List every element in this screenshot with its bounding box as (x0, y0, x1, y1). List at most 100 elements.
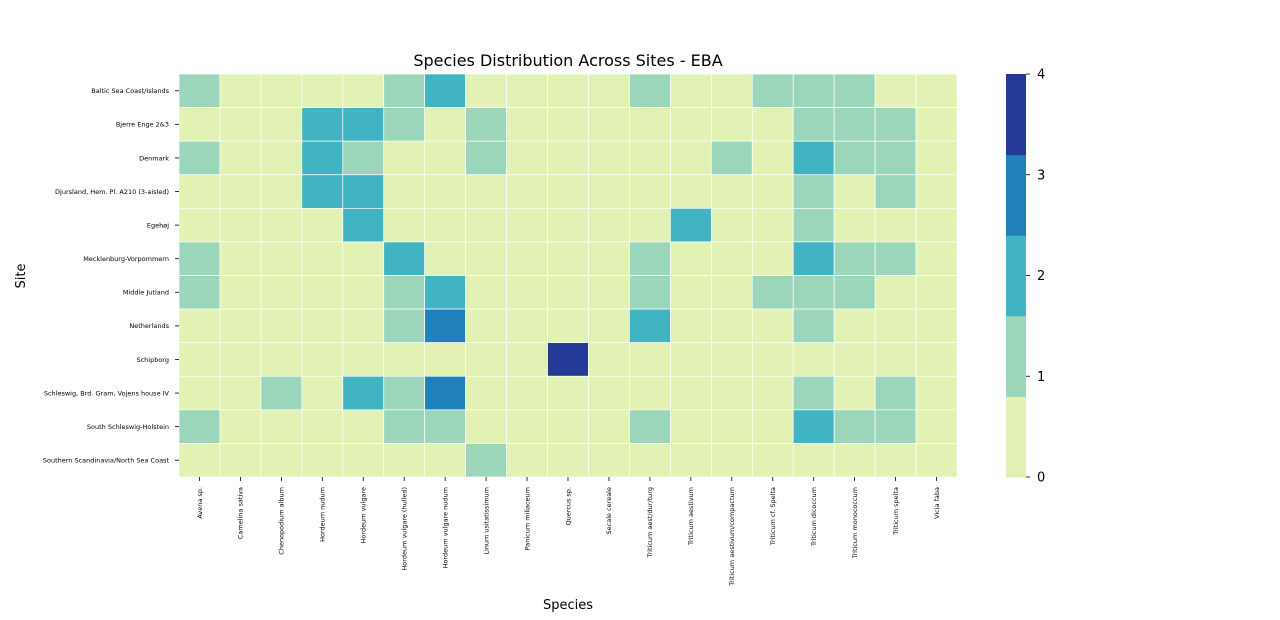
heatmap-cell (342, 409, 385, 444)
x-tick-label: Triticum aestivum/compactum (728, 487, 736, 587)
heatmap-cell (424, 174, 466, 209)
heatmap-cell (874, 308, 917, 344)
heatmap-cell (670, 174, 712, 209)
heatmap-cell (465, 140, 507, 176)
heatmap-cell (588, 73, 630, 108)
heatmap-cell (588, 174, 630, 209)
heatmap-cell (751, 409, 794, 444)
heatmap-cell (219, 207, 262, 243)
heatmap-cell (547, 107, 589, 142)
heatmap-cell (301, 342, 344, 377)
heatmap-cell (465, 342, 507, 377)
heatmap-cell (915, 73, 958, 108)
heatmap-cell (588, 443, 630, 478)
heatmap-cell (670, 140, 712, 176)
heatmap-cell (588, 342, 630, 377)
heatmap-cell (629, 308, 671, 344)
heatmap-cell (629, 107, 671, 142)
heatmap-cell (219, 241, 262, 276)
x-axis-label: Species (543, 598, 593, 613)
x-tick-label: Triticum aestivum (687, 487, 695, 546)
x-tick-label: Panicum miliaceum (523, 487, 531, 550)
heatmap-cell (874, 174, 917, 209)
heatmap-cell (833, 308, 876, 344)
heatmap-cell (792, 342, 835, 377)
heatmap-cell (260, 207, 303, 243)
heatmap-cell (424, 73, 466, 108)
heatmap-cell (751, 174, 794, 209)
heatmap-cell (342, 342, 385, 377)
x-tick-label: Hordeum vulgare (360, 487, 368, 543)
heatmap-cell (547, 140, 589, 176)
y-tick-label: Netherlands (129, 322, 169, 330)
heatmap-cell (629, 342, 671, 377)
heatmap-cell (342, 275, 385, 310)
heatmap-cell (833, 241, 876, 276)
heatmap-cell (465, 174, 507, 209)
heatmap-cell (424, 107, 466, 142)
heatmap-cell (915, 375, 958, 411)
heatmap-cell (424, 241, 466, 276)
heatmap-cell (547, 174, 589, 209)
colorbar-tick-label: 3 (1037, 168, 1045, 183)
heatmap-cell (792, 207, 835, 243)
heatmap-cell (547, 241, 589, 276)
heatmap-cell (301, 107, 344, 142)
heatmap-cell (710, 107, 753, 142)
heatmap-cell (751, 107, 794, 142)
heatmap-cell (465, 275, 507, 310)
heatmap-cell (506, 140, 548, 176)
y-tick-label: Denmark (139, 154, 169, 162)
heatmap-cells (178, 73, 958, 478)
y-tick-label: Mecklenburg-Vorpommern (83, 255, 169, 263)
heatmap-cell (629, 174, 671, 209)
heatmap-cell (301, 308, 344, 344)
heatmap-cell (301, 409, 344, 444)
heatmap-cell (915, 107, 958, 142)
heatmap-cell (219, 342, 262, 377)
heatmap-cell (588, 409, 630, 444)
colorbar-segment (1006, 74, 1026, 156)
heatmap-cell (833, 275, 876, 310)
heatmap-cell (342, 140, 385, 176)
heatmap-cell (874, 73, 917, 108)
heatmap-cell (751, 73, 794, 108)
heatmap-cell (260, 174, 303, 209)
heatmap-cell (178, 308, 221, 344)
heatmap-cell (506, 275, 548, 310)
heatmap-cell (588, 308, 630, 344)
heatmap-cell (178, 409, 221, 444)
heatmap-cell (751, 443, 794, 478)
heatmap-cell (629, 443, 671, 478)
heatmap-cell (383, 241, 426, 276)
heatmap-cell (874, 207, 917, 243)
heatmap-cell (465, 308, 507, 344)
heatmap-cell (260, 140, 303, 176)
heatmap-cell (301, 140, 344, 176)
heatmap-cell (465, 241, 507, 276)
heatmap-cell (219, 140, 262, 176)
heatmap-cell (301, 73, 344, 108)
heatmap-cell (792, 107, 835, 142)
heatmap-cell (792, 443, 835, 478)
heatmap-cell (342, 73, 385, 108)
y-tick-label: Baltic Sea Coast/Islands (91, 87, 169, 95)
heatmap-cell (465, 107, 507, 142)
heatmap-cell (792, 140, 835, 176)
heatmap-cell (874, 443, 917, 478)
heatmap-cell (383, 140, 426, 176)
y-tick-label: Schipborg (136, 356, 169, 364)
heatmap-cell (874, 107, 917, 142)
heatmap-cell (342, 207, 385, 243)
heatmap-cell (465, 409, 507, 444)
heatmap-cell (506, 443, 548, 478)
heatmap-cell (915, 207, 958, 243)
colorbar-tick-label: 4 (1037, 68, 1045, 83)
x-tick-label: Vicia faba (933, 487, 941, 519)
heatmap-cell (260, 375, 303, 411)
heatmap-cell (915, 443, 958, 478)
heatmap-cell (670, 107, 712, 142)
y-tick-label: Bjerre Enge 2&3 (116, 121, 169, 129)
heatmap-cell (547, 73, 589, 108)
heatmap-cell (547, 308, 589, 344)
